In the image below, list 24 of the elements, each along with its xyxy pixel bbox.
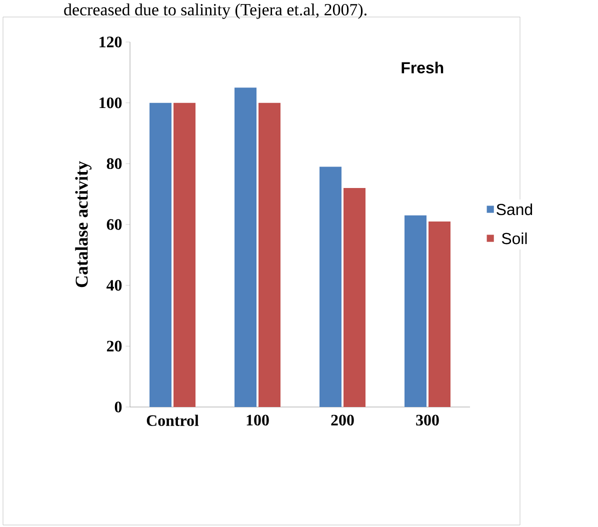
bar — [258, 102, 280, 407]
bar — [173, 102, 196, 407]
text: Fresh — [402, 62, 444, 74]
x-tick-label: 100 — [246, 414, 269, 426]
y-tick-label: 120 — [100, 36, 122, 48]
bar — [428, 221, 450, 407]
text: decreased due to salinity (Tejera et.al, 2007). — [64, 4, 366, 19]
y-tick-label: 60 — [106, 219, 122, 230]
legend-label: Sand — [496, 203, 532, 216]
bar — [320, 166, 342, 407]
x-tick-label: Control — [146, 414, 199, 426]
y-tick-label: 80 — [106, 158, 122, 170]
bar — [234, 88, 257, 407]
bar — [344, 188, 366, 407]
y-tick-label: 20 — [106, 340, 122, 352]
bar — [404, 215, 427, 407]
y-tick-label: 100 — [100, 97, 122, 108]
y-tick-label: 0 — [114, 402, 122, 412]
y-tick-label: 40 — [106, 280, 122, 291]
x-tick-label: 300 — [416, 414, 439, 426]
bar — [150, 102, 172, 407]
legend-label: Soil — [502, 232, 527, 244]
x-tick-label: 200 — [331, 414, 354, 426]
y-axis-title: Catalase activity — [75, 161, 92, 288]
